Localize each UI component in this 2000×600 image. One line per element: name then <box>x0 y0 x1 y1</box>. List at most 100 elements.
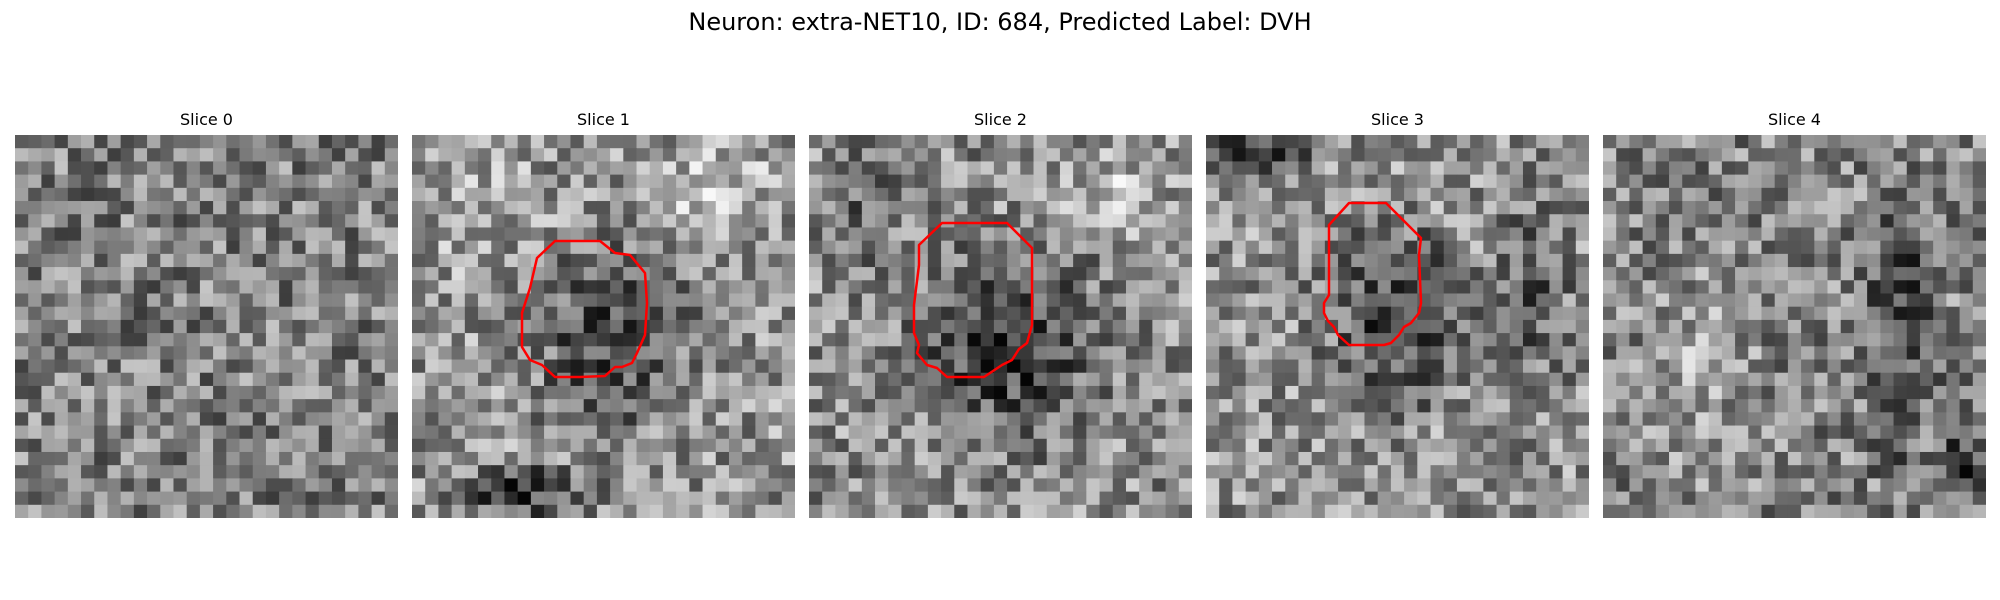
image-pixel <box>1933 333 1947 347</box>
image-pixel <box>1377 346 1392 360</box>
image-pixel <box>1787 267 1802 281</box>
image-pixel <box>1787 399 1802 413</box>
image-pixel <box>1007 227 1021 242</box>
image-pixel <box>1311 425 1326 440</box>
image-pixel <box>676 135 690 149</box>
image-pixel <box>941 491 955 506</box>
image-pixel <box>1456 451 1471 466</box>
image-pixel <box>504 214 519 228</box>
image-pixel <box>570 148 585 162</box>
image-pixel <box>1245 359 1260 374</box>
image-pixel <box>1338 491 1352 506</box>
image-pixel <box>1245 306 1260 321</box>
image-pixel <box>160 346 174 360</box>
image-pixel <box>742 240 756 255</box>
image-pixel <box>1139 135 1153 149</box>
image-pixel <box>1603 465 1617 479</box>
image-pixel <box>888 293 902 308</box>
image-pixel <box>570 359 585 374</box>
image-pixel <box>570 412 585 426</box>
image-pixel <box>1033 372 1048 387</box>
image-pixel <box>81 359 95 374</box>
image-pixel <box>1139 161 1153 176</box>
image-pixel <box>412 306 426 321</box>
image-pixel <box>1443 412 1458 426</box>
image-pixel <box>544 504 558 518</box>
image-pixel <box>279 214 293 228</box>
image-pixel <box>861 253 876 268</box>
image-pixel <box>715 333 730 347</box>
image-pixel <box>1748 438 1762 453</box>
image-pixel <box>28 319 42 334</box>
image-pixel <box>226 412 240 426</box>
image-pixel <box>1125 399 1140 413</box>
image-pixel <box>1430 174 1445 189</box>
image-pixel <box>107 135 122 149</box>
image-pixel <box>861 214 876 228</box>
image-pixel <box>1575 135 1589 149</box>
image-pixel <box>107 280 122 294</box>
image-pixel <box>596 372 611 387</box>
image-pixel <box>186 293 201 308</box>
image-pixel <box>623 240 637 255</box>
image-pixel <box>676 451 690 466</box>
image-pixel <box>1972 372 1986 387</box>
image-pixel <box>81 135 95 149</box>
image-pixel <box>610 267 624 281</box>
image-pixel <box>226 359 240 374</box>
image-pixel <box>265 187 280 202</box>
image-pixel <box>1682 504 1696 518</box>
image-pixel <box>1536 465 1550 479</box>
image-pixel <box>438 306 453 321</box>
image-pixel <box>1390 240 1405 255</box>
image-pixel <box>941 412 955 426</box>
image-pixel <box>1258 201 1273 215</box>
image-pixel <box>1417 319 1431 334</box>
image-pixel <box>848 399 863 413</box>
image-pixel <box>1655 412 1670 426</box>
image-pixel <box>557 253 571 268</box>
image-pixel <box>517 451 532 466</box>
image-pixel <box>120 359 135 374</box>
image-pixel <box>835 359 850 374</box>
image-pixel <box>186 372 201 387</box>
image-pixel <box>1827 161 1842 176</box>
image-pixel <box>464 478 479 492</box>
image-pixel <box>1311 148 1326 162</box>
image-pixel <box>689 267 703 281</box>
image-pixel <box>1073 253 1087 268</box>
image-pixel <box>755 372 769 387</box>
image-pixel <box>1616 504 1630 518</box>
image-pixel <box>1272 438 1286 453</box>
image-pixel <box>1046 201 1061 215</box>
image-pixel <box>1853 240 1868 255</box>
image-pixel <box>1430 201 1445 215</box>
image-pixel <box>1470 412 1484 426</box>
image-pixel <box>120 267 135 281</box>
image-pixel <box>1946 306 1960 321</box>
image-pixel <box>239 214 254 228</box>
image-pixel <box>81 280 95 294</box>
image-pixel <box>596 359 611 374</box>
image-pixel <box>1152 267 1166 281</box>
image-pixel <box>1073 227 1087 242</box>
image-pixel <box>1655 293 1670 308</box>
image-pixel <box>478 491 492 506</box>
image-pixel <box>1774 201 1789 215</box>
image-pixel <box>1390 438 1405 453</box>
image-pixel <box>517 504 532 518</box>
image-pixel <box>412 227 426 242</box>
image-pixel <box>199 253 214 268</box>
image-pixel <box>1219 385 1233 400</box>
image-pixel <box>728 504 743 518</box>
image-pixel <box>1165 359 1180 374</box>
image-pixel <box>1522 451 1537 466</box>
image-pixel <box>1919 451 1934 466</box>
image-pixel <box>662 161 677 176</box>
image-pixel <box>596 399 611 413</box>
image-pixel <box>1272 267 1286 281</box>
image-pixel <box>809 385 823 400</box>
image-pixel <box>173 372 188 387</box>
image-pixel <box>1549 399 1563 413</box>
neuron-contour <box>520 239 649 379</box>
